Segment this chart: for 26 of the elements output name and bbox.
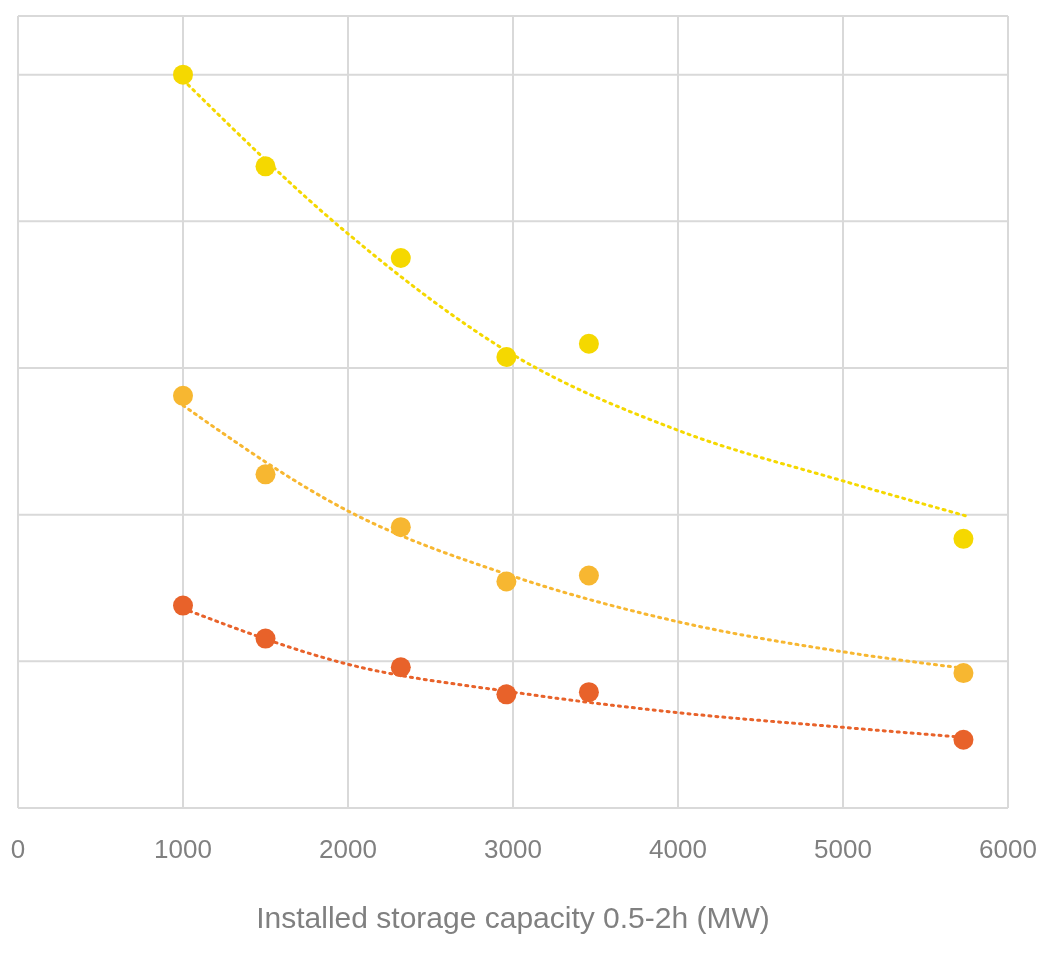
point (578, 333, 599, 354)
x-tick-label: 2000 (319, 834, 377, 865)
x-tick-label: 4000 (649, 834, 707, 865)
point (496, 684, 517, 705)
x-tick-label: 0 (10, 834, 26, 865)
point (953, 528, 974, 549)
x-axis-title: Installed storage capacity 0.5-2h (MW) (256, 901, 770, 934)
point (953, 729, 974, 750)
point (390, 248, 411, 268)
point (496, 571, 517, 592)
point (578, 565, 599, 586)
x-tick-label: 5000 (814, 834, 872, 865)
point (255, 464, 276, 485)
x-tick-label: 1000 (154, 834, 212, 865)
x-tick-label: 6000 (979, 834, 1037, 865)
point (953, 663, 974, 684)
point (496, 347, 517, 367)
point (173, 64, 193, 85)
point (173, 595, 193, 616)
point (255, 628, 276, 649)
point (390, 517, 411, 538)
point (578, 682, 599, 703)
point (255, 156, 276, 177)
point (390, 657, 411, 678)
x-tick-label: 3000 (484, 834, 542, 865)
point (173, 385, 193, 406)
